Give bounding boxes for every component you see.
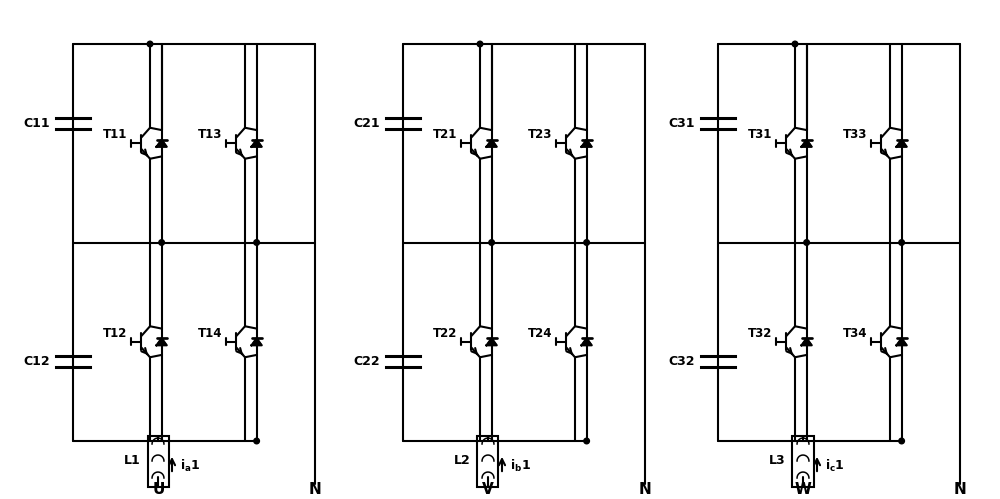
Polygon shape <box>157 140 167 147</box>
Bar <box>792 436 814 487</box>
Text: C32: C32 <box>668 355 695 368</box>
Circle shape <box>254 240 259 246</box>
Text: L3: L3 <box>769 455 785 468</box>
Text: T12: T12 <box>103 327 128 340</box>
Text: $\mathbf{N}$: $\mathbf{N}$ <box>308 481 322 497</box>
Text: T11: T11 <box>103 128 128 141</box>
Circle shape <box>804 240 809 246</box>
Text: T13: T13 <box>198 128 223 141</box>
Polygon shape <box>487 338 497 345</box>
Text: $\mathbf{U}$: $\mathbf{U}$ <box>152 481 164 497</box>
Text: $\mathbf{N}$: $\mathbf{N}$ <box>638 481 652 497</box>
Polygon shape <box>897 338 907 345</box>
Text: C21: C21 <box>353 117 380 130</box>
Text: T34: T34 <box>843 327 868 340</box>
Text: $\mathbf{N}$: $\mathbf{N}$ <box>953 481 967 497</box>
Polygon shape <box>802 140 812 147</box>
Circle shape <box>147 41 153 47</box>
Text: T21: T21 <box>433 128 458 141</box>
Text: T14: T14 <box>198 327 223 340</box>
Text: $\mathbf{W}$: $\mathbf{W}$ <box>794 481 812 497</box>
Polygon shape <box>252 338 262 345</box>
Text: C31: C31 <box>668 117 695 130</box>
Bar <box>478 436 498 487</box>
Text: L2: L2 <box>454 455 470 468</box>
Polygon shape <box>802 338 812 345</box>
Polygon shape <box>487 140 497 147</box>
Circle shape <box>489 240 494 246</box>
Polygon shape <box>252 140 262 147</box>
Text: C11: C11 <box>23 117 50 130</box>
Text: $\mathbf{i_a1}$: $\mathbf{i_a1}$ <box>180 458 201 474</box>
Text: T31: T31 <box>748 128 773 141</box>
Text: T32: T32 <box>748 327 773 340</box>
Text: T22: T22 <box>433 327 458 340</box>
Circle shape <box>584 438 589 444</box>
Text: T24: T24 <box>528 327 553 340</box>
Text: T33: T33 <box>843 128 868 141</box>
Circle shape <box>159 240 164 246</box>
Bar <box>148 436 168 487</box>
Circle shape <box>899 240 904 246</box>
Text: $\mathbf{V}$: $\mathbf{V}$ <box>481 481 495 497</box>
Text: $\mathbf{i_b1}$: $\mathbf{i_b1}$ <box>510 458 531 474</box>
Text: $\mathbf{i_c1}$: $\mathbf{i_c1}$ <box>825 458 845 474</box>
Circle shape <box>254 438 259 444</box>
Polygon shape <box>582 140 592 147</box>
Polygon shape <box>897 140 907 147</box>
Text: L1: L1 <box>124 455 140 468</box>
Circle shape <box>792 41 798 47</box>
Text: C22: C22 <box>353 355 380 368</box>
Circle shape <box>477 41 483 47</box>
Text: T23: T23 <box>528 128 553 141</box>
Text: C12: C12 <box>23 355 50 368</box>
Circle shape <box>584 240 589 246</box>
Polygon shape <box>582 338 592 345</box>
Circle shape <box>899 438 904 444</box>
Polygon shape <box>157 338 167 345</box>
